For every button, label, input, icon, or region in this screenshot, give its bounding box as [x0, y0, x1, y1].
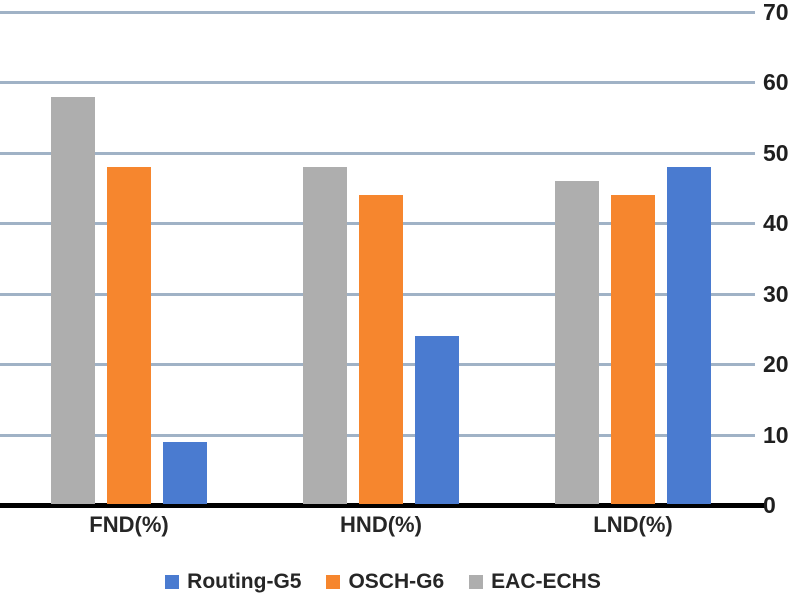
bar-EAC-ECHS-LND(%) — [555, 181, 599, 504]
x-tick-label-LND(%): LND(%) — [593, 512, 673, 537]
legend-label: OSCH-G6 — [348, 570, 445, 593]
legend-label: EAC-ECHS — [491, 570, 601, 593]
y-tick-label-0: 0 — [763, 492, 776, 518]
legend-swatch-icon — [326, 575, 341, 589]
gridline-60 — [0, 81, 755, 85]
bar-OSCH-G6-FND(%) — [107, 166, 151, 504]
legend: Routing-G5 OSCH-G6 EAC-ECHS — [0, 570, 766, 594]
gridline-70 — [0, 11, 755, 14]
gridline-50 — [0, 151, 755, 155]
y-tick-label-10: 10 — [763, 421, 789, 448]
bar-Routing-G5-HND(%) — [415, 335, 459, 504]
bar-EAC-ECHS-HND(%) — [303, 166, 347, 504]
legend-item-Routing-G5: Routing-G5 — [165, 570, 301, 594]
legend-label: Routing-G5 — [187, 570, 302, 593]
legend-swatch-icon — [165, 575, 180, 589]
y-tick-label-70: 70 — [763, 0, 789, 25]
legend-item-OSCH-G6: OSCH-G6 — [326, 570, 444, 594]
legend-swatch-icon — [469, 575, 484, 589]
bar-OSCH-G6-HND(%) — [359, 195, 403, 504]
x-tick-label-HND(%): HND(%) — [340, 512, 422, 537]
y-tick-label-20: 20 — [763, 351, 789, 378]
legend-item-EAC-ECHS: EAC-ECHS — [469, 570, 601, 594]
x-axis-line — [0, 503, 766, 508]
bar-Routing-G5-LND(%) — [667, 166, 711, 504]
bar-Routing-G5-FND(%) — [163, 441, 207, 504]
y-tick-label-40: 40 — [763, 210, 789, 237]
y-tick-label-30: 30 — [763, 280, 789, 307]
y-tick-label-60: 60 — [763, 69, 789, 96]
bar-OSCH-G6-LND(%) — [611, 195, 655, 504]
y-tick-label-50: 50 — [763, 139, 789, 166]
x-tick-label-FND(%): FND(%) — [89, 512, 169, 537]
bar-EAC-ECHS-FND(%) — [51, 96, 95, 504]
